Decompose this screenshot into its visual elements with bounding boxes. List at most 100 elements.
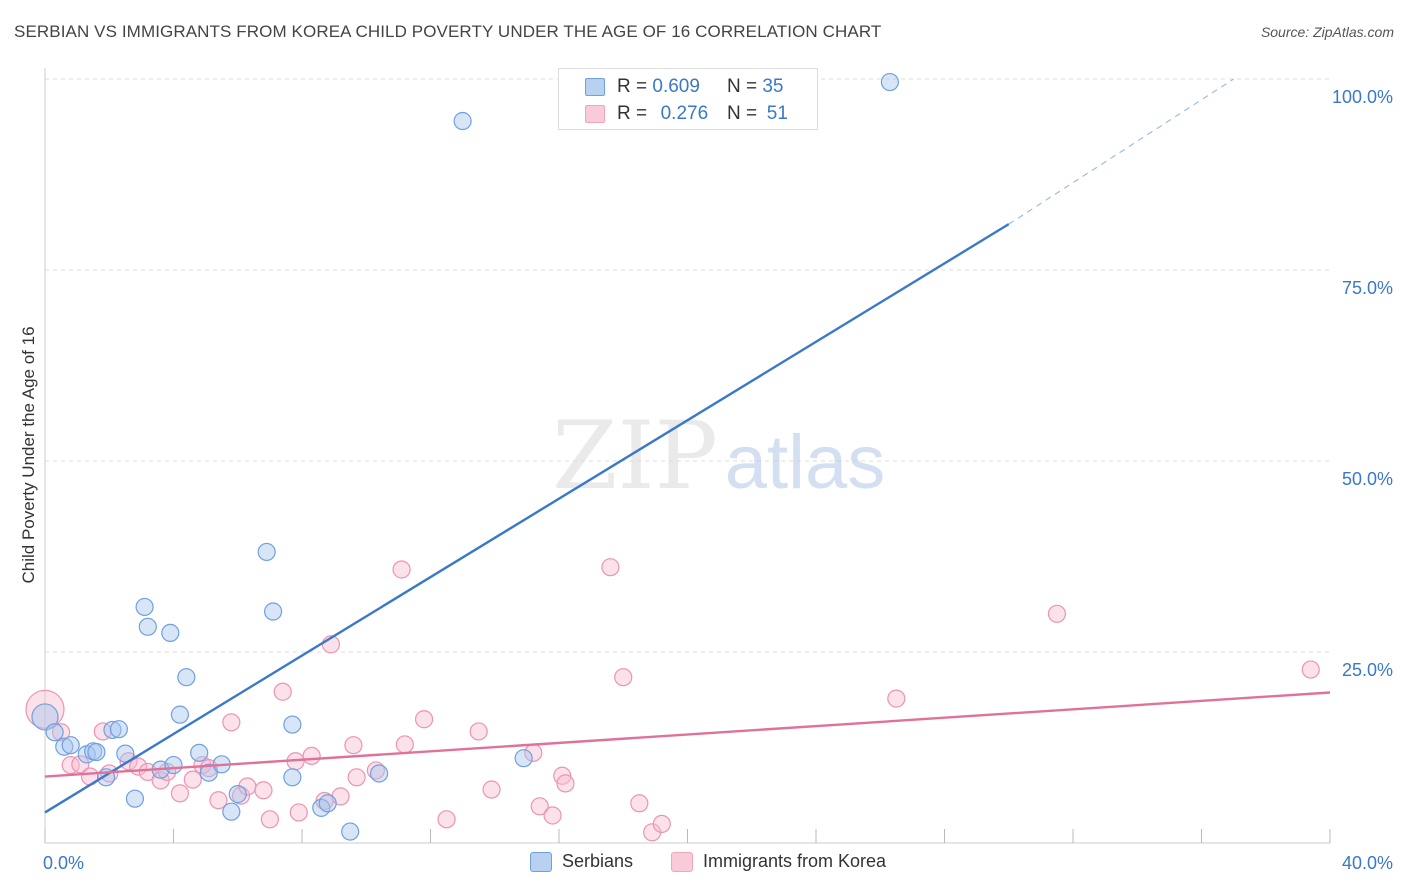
chart-title: SERBIAN VS IMMIGRANTS FROM KOREA CHILD P…: [14, 22, 882, 41]
serbian-point: [514, 749, 533, 768]
watermark: ZIP atlas: [552, 402, 885, 511]
korea-point: [630, 794, 649, 813]
stats-legend: R = 0.609 N = 35 R = 0.276 N = 51: [558, 68, 818, 130]
serbian-point: [161, 623, 180, 643]
x-tick-label: 40.0%: [1342, 853, 1393, 873]
korea-point: [302, 746, 321, 766]
korea-point: [601, 558, 620, 577]
korea-point: [347, 768, 366, 787]
serbian-point: [341, 822, 360, 841]
serbian-point: [453, 111, 472, 131]
korea-point: [209, 791, 228, 810]
korea-point: [170, 784, 190, 803]
korea-point: [469, 722, 488, 741]
serbian-point: [318, 794, 337, 813]
serbian-point: [170, 705, 190, 724]
r-value: 0.276: [660, 103, 709, 124]
serbian-point: [125, 789, 145, 808]
korea-point: [392, 560, 411, 579]
korea-point: [344, 736, 363, 755]
source-label: Source: ZipAtlas.com: [1260, 24, 1394, 40]
y-axis-label: Child Poverty Under the Age of 16: [19, 326, 38, 583]
y-tick-label: 25.0%: [1342, 660, 1393, 680]
korea-points: [25, 558, 1320, 842]
serbian-point: [177, 668, 196, 687]
serbian-point: [55, 737, 74, 756]
serbian-point: [31, 703, 59, 731]
serbian-point: [45, 723, 64, 742]
serbian-point: [222, 802, 241, 821]
watermark-atlas: atlas: [725, 420, 886, 505]
korea-point: [254, 781, 273, 800]
n-value: 35: [762, 76, 784, 97]
r-value: 0.609: [652, 76, 700, 97]
korea-point: [366, 761, 385, 780]
korea-point: [437, 810, 456, 829]
korea-point: [395, 735, 414, 754]
watermark-zip: ZIP: [552, 402, 718, 511]
korea-point: [183, 770, 202, 789]
serbian-point: [283, 715, 302, 734]
serbian-point: [263, 602, 283, 621]
korea-point: [222, 713, 241, 732]
korea-point: [414, 710, 434, 729]
grid-lines: [45, 78, 1330, 653]
legend-item-korea: Immigrants from Korea: [671, 851, 886, 872]
serbian-point: [880, 72, 899, 92]
trend-lines: [44, 78, 1331, 814]
korea-legend-swatch: [671, 851, 693, 872]
korea-legend-label: Immigrants from Korea: [703, 851, 887, 871]
korea-swatch: [585, 105, 605, 123]
serbian-trend-line: [44, 223, 1010, 814]
serbian-point: [370, 764, 389, 783]
korea-point: [71, 755, 90, 774]
x-tick-label: 0.0%: [43, 853, 84, 873]
serbian-point: [164, 755, 183, 775]
serbians-swatch: [585, 78, 605, 96]
korea-point: [543, 806, 562, 825]
serbian-trend-extension: [1008, 78, 1234, 225]
y-tick-label: 50.0%: [1342, 469, 1393, 489]
korea-point: [25, 689, 65, 729]
stats-row-korea: R = 0.276 N = 51: [585, 102, 792, 126]
korea-point: [530, 797, 549, 816]
korea-point: [273, 682, 292, 701]
korea-trend-line: [44, 691, 1331, 778]
korea-point: [289, 803, 308, 822]
serbian-point: [87, 742, 106, 762]
korea-point: [260, 810, 279, 829]
n-value: 51: [766, 103, 788, 124]
korea-point: [61, 755, 80, 775]
n-label: N =: [726, 103, 758, 124]
serbian-point: [199, 763, 218, 782]
stats-row-serbians: R = 0.609 N = 35: [585, 75, 783, 99]
tick-labels: 25.0% 50.0% 75.0% 100.0% 0.0% 40.0%: [43, 87, 1393, 873]
serbian-point: [109, 720, 128, 739]
korea-point: [1301, 660, 1320, 679]
korea-point: [93, 722, 112, 741]
korea-point: [51, 723, 71, 742]
serbian-point: [228, 785, 247, 804]
y-tick-label: 100.0%: [1332, 87, 1393, 107]
korea-point: [887, 689, 906, 708]
korea-point: [652, 814, 671, 834]
korea-point: [556, 774, 575, 793]
n-label: N =: [726, 76, 758, 97]
serbian-point: [138, 617, 157, 636]
korea-point: [1047, 604, 1067, 623]
korea-point: [482, 780, 501, 799]
serbian-point: [135, 597, 154, 617]
r-label: R =: [617, 103, 648, 124]
serbians-legend-label: Serbians: [562, 851, 634, 871]
korea-point: [614, 668, 633, 687]
serbian-point: [61, 736, 80, 755]
serbians-legend-swatch: [530, 851, 552, 872]
axes: [44, 68, 1331, 844]
serbian-point: [103, 720, 122, 740]
y-tick-label: 75.0%: [1342, 278, 1393, 298]
r-label: R =: [617, 76, 648, 97]
serbian-point: [190, 743, 209, 762]
serbian-point: [257, 542, 276, 562]
legend-item-serbians: Serbians: [530, 851, 633, 872]
